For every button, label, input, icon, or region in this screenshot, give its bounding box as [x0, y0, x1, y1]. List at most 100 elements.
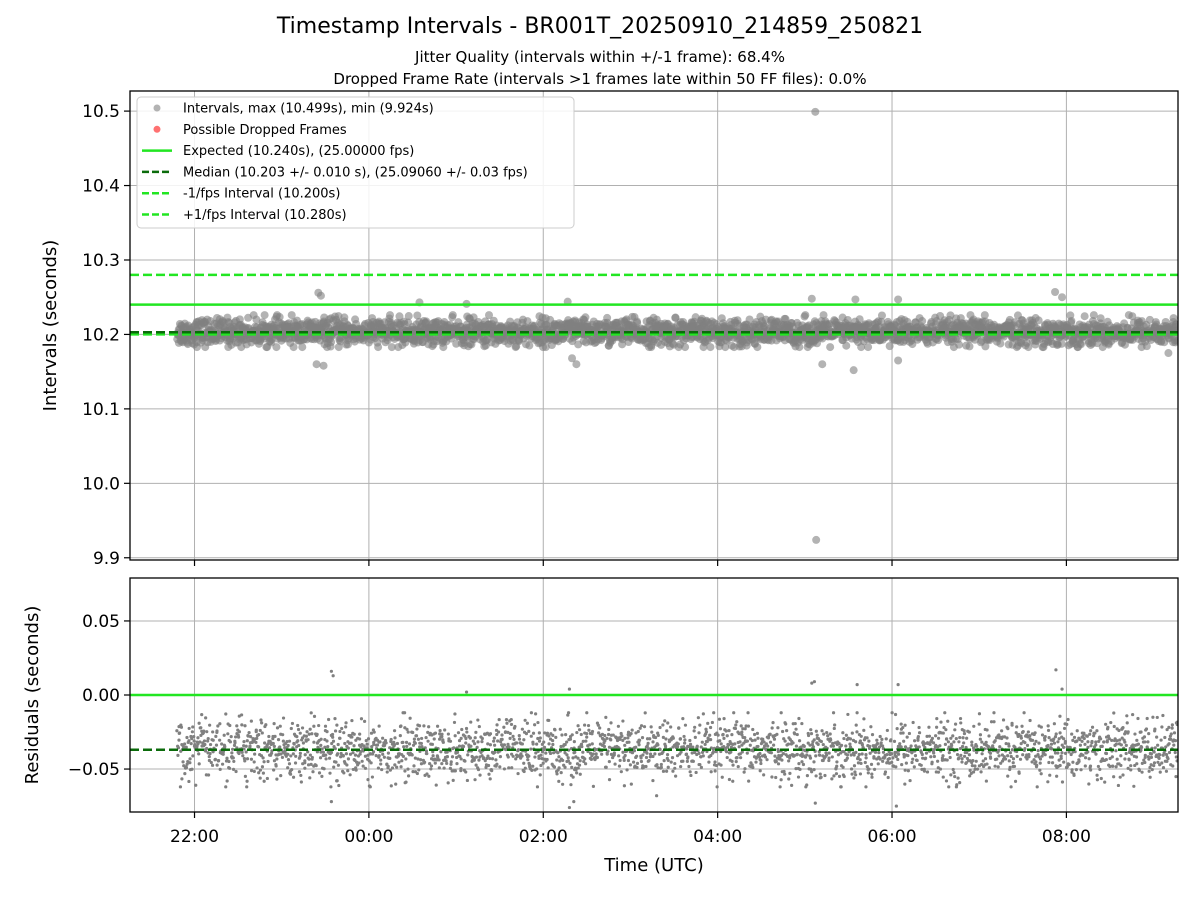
residual-point	[1056, 740, 1060, 744]
residual-point	[740, 750, 744, 754]
residual-point	[523, 766, 527, 770]
residual-point	[364, 739, 368, 743]
residual-point	[1035, 785, 1039, 789]
residual-point	[912, 765, 916, 769]
residual-point	[487, 772, 491, 776]
residual-point	[681, 717, 685, 721]
residual-point	[279, 752, 283, 756]
residual-point	[577, 763, 582, 767]
residual-point	[891, 756, 895, 760]
residual-point	[1032, 758, 1036, 762]
residual-point	[249, 719, 253, 723]
residual-point	[507, 745, 511, 749]
residual-point	[635, 765, 639, 770]
interval-point	[1076, 340, 1085, 349]
residual-point	[768, 732, 772, 736]
residual-point	[308, 727, 312, 731]
residual-point	[758, 769, 762, 773]
residual-point	[242, 747, 246, 751]
interval-point	[681, 343, 690, 352]
residual-point	[456, 731, 461, 735]
residual-point	[279, 774, 283, 778]
residual-point	[786, 742, 791, 746]
residual-point	[297, 743, 301, 748]
residual-point	[495, 723, 499, 727]
residual-point	[746, 724, 751, 728]
residual-point	[440, 735, 444, 739]
residual-point	[766, 744, 770, 748]
residual-point	[783, 739, 787, 743]
residual-point	[595, 755, 600, 760]
residual-point	[649, 725, 653, 729]
residual-point	[330, 741, 334, 746]
residual-point	[338, 729, 342, 734]
residual-point	[359, 717, 364, 721]
residual-point	[290, 721, 295, 726]
residual-point	[842, 774, 846, 779]
residual-point	[972, 724, 976, 728]
residual-point	[739, 756, 743, 760]
residual-point	[860, 743, 865, 747]
residual-point	[1063, 739, 1067, 744]
residual-point	[216, 724, 220, 728]
residual-point	[753, 738, 757, 742]
interval-outlier-point	[312, 360, 321, 369]
residual-point	[885, 728, 889, 733]
residual-point	[249, 769, 254, 773]
residual-point	[244, 750, 248, 754]
residual-point	[502, 725, 506, 729]
residual-point	[850, 731, 854, 735]
residual-point	[960, 760, 964, 764]
residual-point	[924, 751, 929, 755]
residual-point	[553, 728, 557, 732]
residual-point	[457, 739, 462, 743]
residual-point	[435, 758, 439, 762]
residual-point	[502, 767, 507, 771]
residual-point	[476, 767, 481, 772]
residual-point	[1036, 749, 1040, 753]
residual-point	[440, 762, 444, 766]
residual-point	[348, 752, 353, 756]
residual-point	[494, 758, 498, 762]
residual-point	[609, 721, 613, 725]
residual-point	[474, 730, 478, 734]
residual-point	[249, 757, 254, 761]
residual-point	[365, 746, 369, 750]
residual-point	[744, 724, 748, 728]
residual-point	[538, 773, 542, 777]
residual-point	[581, 750, 585, 754]
residual-point	[500, 733, 504, 737]
residual-point	[858, 772, 863, 776]
residual-point	[770, 726, 774, 730]
residual-point	[1050, 755, 1054, 759]
residual-point	[665, 769, 669, 773]
residual-point	[866, 771, 870, 775]
residual-point	[755, 731, 760, 735]
residual-point	[772, 737, 777, 741]
residual-point	[427, 774, 431, 778]
residual-point	[1059, 756, 1063, 760]
intervals-plot-frame	[129, 90, 1179, 561]
residual-point	[441, 738, 445, 742]
residual-point	[411, 730, 415, 735]
interval-point	[885, 342, 894, 351]
residual-point	[433, 731, 438, 735]
residual-point	[831, 741, 835, 745]
residual-point	[258, 768, 263, 772]
residual-point	[331, 735, 335, 739]
residual-point	[987, 745, 991, 749]
residual-point	[752, 732, 757, 737]
residual-point	[334, 760, 338, 764]
residual-point	[839, 743, 844, 748]
residual-point	[183, 772, 187, 776]
residual-point	[437, 766, 441, 770]
residual-point	[453, 712, 457, 716]
residual-point	[1058, 731, 1062, 735]
residual-point	[617, 764, 622, 768]
interval-point	[1024, 343, 1033, 352]
residual-point	[834, 772, 839, 776]
residual-point	[729, 750, 733, 754]
residual-point	[996, 765, 1000, 769]
residual-point	[538, 736, 542, 740]
residual-point	[303, 759, 307, 763]
